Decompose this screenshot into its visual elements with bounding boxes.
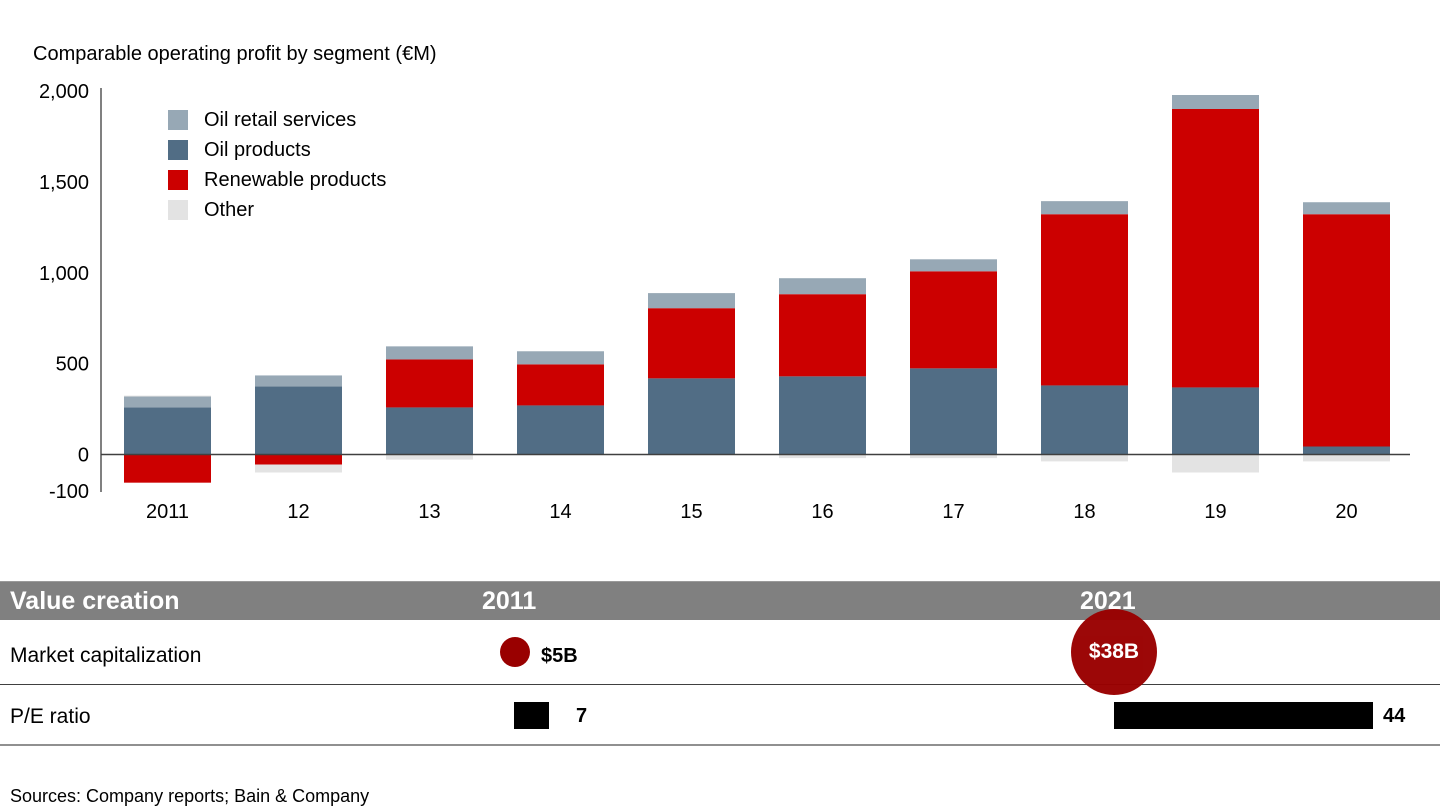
row-divider [0, 684, 1440, 685]
legend-swatch [168, 200, 188, 220]
legend-item: Renewable products [168, 165, 386, 195]
bar-segment-oil-products-13 [386, 407, 473, 455]
bar-segment-renewable-products-18 [1041, 214, 1128, 386]
y-tick-label: 1,000 [39, 263, 89, 285]
legend-item: Oil retail services [168, 105, 386, 135]
market-cap-2011-value: $5B [541, 645, 578, 667]
pe-ratio-label: P/E ratio [10, 705, 91, 728]
y-tick-label: 500 [56, 354, 89, 376]
x-tick-label: 17 [942, 501, 964, 523]
bar-segment-oil-products-2011 [124, 407, 211, 455]
bar-segment-oil-products-12 [255, 386, 342, 455]
bar-segment-oil-products-15 [648, 378, 735, 455]
bar-segment-oil-products-14 [517, 405, 604, 455]
legend-label: Renewable products [204, 168, 387, 191]
bar-segment-oil-retail-services-15 [648, 293, 735, 309]
market-cap-2021-circle: $38B [1071, 609, 1157, 695]
x-tick-label: 14 [549, 501, 571, 523]
legend-item: Other [168, 195, 386, 225]
year-2011-header: 2011 [482, 587, 537, 615]
value-creation-title: Value creation [10, 587, 180, 615]
bar-segment-renewable-products-16 [779, 294, 866, 377]
pe-2021-bar [1114, 702, 1373, 729]
bar-segment-renewable-products-14 [517, 364, 604, 406]
pe-2021-value: 44 [1383, 705, 1406, 727]
bar-segment-oil-products-20 [1303, 446, 1390, 455]
pe-2011-value: 7 [576, 705, 588, 727]
chart-legend: Oil retail services Oil products Renewable… [168, 105, 386, 225]
x-tick-label: 18 [1073, 501, 1095, 523]
bar-segment-oil-retail-services-17 [910, 259, 997, 272]
bar-segment-renewable-products-12 [255, 454, 342, 465]
legend-label: Oil products [204, 138, 311, 161]
bar-segment-renewable-products-13 [386, 359, 473, 408]
bar-segment-oil-retail-services-2011 [124, 396, 211, 408]
bar-segment-renewable-products-17 [910, 271, 997, 369]
market-cap-2011-circle [500, 637, 530, 667]
source-note: Sources: Company reports; Bain & Company [10, 786, 370, 806]
table-bottom-border [0, 744, 1440, 746]
x-tick-label: 20 [1335, 501, 1357, 523]
x-tick-label: 19 [1204, 501, 1226, 523]
stacked-bar-chart: 2,000 1,500 1,000 500 0 -100 2011 12 13 14 15 16 17… [39, 81, 1410, 523]
bar-segment-renewable-products-19 [1172, 108, 1259, 388]
bar-segment-oil-retail-services-19 [1172, 94, 1259, 109]
bar-segment-oil-products-19 [1172, 387, 1259, 455]
bar-segment-other-2011 [124, 395, 211, 397]
legend-label: Oil retail services [204, 108, 357, 131]
legend-item: Oil products [168, 135, 386, 165]
market-cap-label: Market capitalization [10, 644, 202, 667]
bar-segment-oil-products-16 [779, 376, 866, 455]
x-tick-label: 2011 [146, 501, 189, 523]
legend-swatch [168, 140, 188, 160]
bar-segment-other-16 [779, 454, 866, 459]
value-creation-header: Value creation 2011 2021 [0, 581, 1440, 620]
bar-segment-renewable-products-20 [1303, 214, 1390, 447]
bar-segment-other-19 [1172, 454, 1259, 473]
y-tick-label: 2,000 [39, 81, 89, 103]
bar-segment-oil-retail-services-14 [517, 351, 604, 365]
bar-segment-renewable-products-2011 [124, 454, 211, 483]
bar-segment-renewable-products-15 [648, 308, 735, 379]
bar-segment-oil-retail-services-18 [1041, 201, 1128, 215]
market-cap-2021-value: $38B [1088, 640, 1140, 663]
pe-2011-bar [514, 702, 549, 729]
y-tick-label: -100 [49, 481, 89, 503]
y-tick-label: 1,500 [39, 172, 89, 194]
x-tick-label: 13 [418, 501, 440, 523]
chart-title: Comparable operating profit by segment (… [33, 43, 437, 65]
legend-label: Other [204, 198, 255, 221]
bar-segment-other-13 [386, 454, 473, 460]
bar-segment-other-20 [1303, 454, 1390, 462]
legend-swatch [168, 110, 188, 130]
bar-segment-other-18 [1041, 454, 1128, 462]
bar-segment-oil-products-17 [910, 368, 997, 455]
x-tick-label: 12 [287, 501, 309, 523]
bar-segment-other-12 [255, 464, 342, 473]
y-tick-label: 0 [78, 445, 89, 467]
bar-segment-oil-retail-services-16 [779, 278, 866, 295]
legend-swatch [168, 170, 188, 190]
bar-segment-oil-retail-services-20 [1303, 202, 1390, 215]
bar-segment-oil-retail-services-12 [255, 375, 342, 387]
x-tick-label: 16 [811, 501, 833, 523]
bar-segment-other-17 [910, 454, 997, 459]
bar-segment-oil-products-18 [1041, 385, 1128, 455]
x-tick-label: 15 [680, 501, 702, 523]
bar-segment-oil-retail-services-13 [386, 346, 473, 360]
